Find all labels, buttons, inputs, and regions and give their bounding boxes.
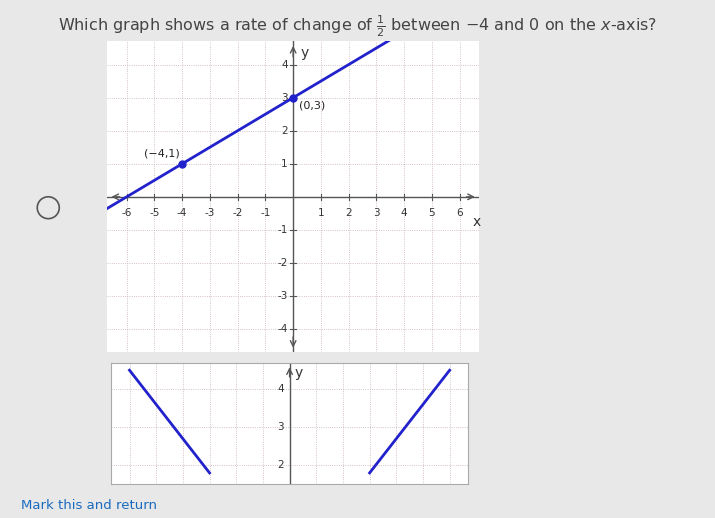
Text: -3: -3 [277,291,287,301]
Text: Which graph shows a rate of change of $\frac{1}{2}$ between $-$4 and 0 on the $x: Which graph shows a rate of change of $\… [58,13,657,39]
Text: 2: 2 [277,461,285,470]
Text: -2: -2 [232,208,243,219]
Text: Mark this and return: Mark this and return [21,499,157,512]
Text: -1: -1 [260,208,270,219]
Text: 2: 2 [345,208,352,219]
Text: 1: 1 [317,208,324,219]
Text: 4: 4 [401,208,408,219]
Text: 5: 5 [428,208,435,219]
Text: 3: 3 [277,422,285,432]
Text: y: y [300,47,308,61]
Text: y: y [295,366,303,380]
Text: -4: -4 [277,324,287,334]
Text: (−4,1): (−4,1) [144,149,179,159]
Text: -6: -6 [122,208,132,219]
Text: -5: -5 [149,208,159,219]
Text: -1: -1 [277,225,287,235]
Text: x: x [472,215,480,229]
Text: 1: 1 [281,159,287,169]
Text: 4: 4 [277,384,285,394]
Text: 3: 3 [281,93,287,103]
Text: (0,3): (0,3) [299,101,325,111]
Text: -3: -3 [204,208,215,219]
Text: 2: 2 [281,126,287,136]
Text: -2: -2 [277,258,287,268]
Text: 3: 3 [373,208,380,219]
Text: 6: 6 [456,208,463,219]
Text: 4: 4 [281,60,287,69]
Text: -4: -4 [177,208,187,219]
